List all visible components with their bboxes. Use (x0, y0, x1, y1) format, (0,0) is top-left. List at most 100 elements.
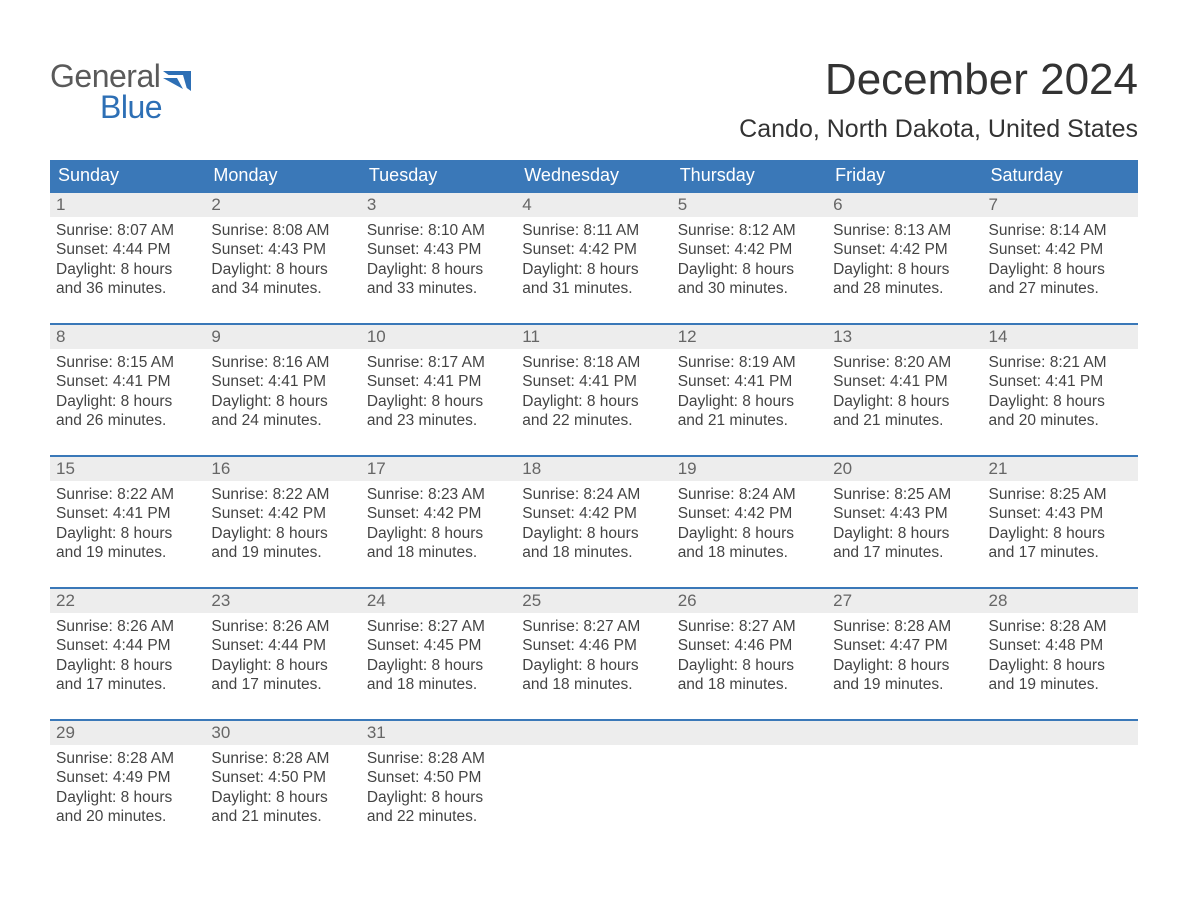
calendar-day-cell: 23Sunrise: 8:26 AMSunset: 4:44 PMDayligh… (205, 589, 360, 699)
weeks-container: 1Sunrise: 8:07 AMSunset: 4:44 PMDaylight… (50, 191, 1138, 831)
calendar-week-row: 15Sunrise: 8:22 AMSunset: 4:41 PMDayligh… (50, 455, 1138, 567)
day-number-row (983, 721, 1138, 745)
sunset-text: Sunset: 4:43 PM (989, 504, 1132, 523)
sunset-text: Sunset: 4:42 PM (367, 504, 510, 523)
day-number-row: 26 (672, 589, 827, 613)
calendar-day-cell: 3Sunrise: 8:10 AMSunset: 4:43 PMDaylight… (361, 193, 516, 303)
daylight-text: Daylight: 8 hours (989, 392, 1132, 411)
daylight-text: and 21 minutes. (678, 411, 821, 430)
day-content: Sunrise: 8:22 AMSunset: 4:41 PMDaylight:… (50, 481, 205, 567)
sunset-text: Sunset: 4:42 PM (989, 240, 1132, 259)
weekday-header-row: SundayMondayTuesdayWednesdayThursdayFrid… (50, 160, 1138, 191)
sunrise-text: Sunrise: 8:18 AM (522, 353, 665, 372)
daylight-text: Daylight: 8 hours (367, 392, 510, 411)
sunrise-text: Sunrise: 8:22 AM (56, 485, 199, 504)
sunrise-text: Sunrise: 8:20 AM (833, 353, 976, 372)
sunrise-text: Sunrise: 8:28 AM (211, 749, 354, 768)
day-number-row: 20 (827, 457, 982, 481)
weekday-header-cell: Tuesday (361, 160, 516, 191)
sunset-text: Sunset: 4:46 PM (678, 636, 821, 655)
daylight-text: Daylight: 8 hours (211, 788, 354, 807)
sunrise-text: Sunrise: 8:28 AM (833, 617, 976, 636)
daylight-text: and 17 minutes. (211, 675, 354, 694)
day-number: 17 (367, 459, 386, 478)
day-number: 22 (56, 591, 75, 610)
sunrise-text: Sunrise: 8:25 AM (989, 485, 1132, 504)
sunrise-text: Sunrise: 8:26 AM (56, 617, 199, 636)
daylight-text: and 23 minutes. (367, 411, 510, 430)
sunset-text: Sunset: 4:42 PM (833, 240, 976, 259)
daylight-text: and 36 minutes. (56, 279, 199, 298)
calendar-day-cell (827, 721, 982, 831)
sunrise-text: Sunrise: 8:07 AM (56, 221, 199, 240)
sunset-text: Sunset: 4:42 PM (211, 504, 354, 523)
day-content: Sunrise: 8:14 AMSunset: 4:42 PMDaylight:… (983, 217, 1138, 303)
day-number-row: 6 (827, 193, 982, 217)
daylight-text: Daylight: 8 hours (56, 788, 199, 807)
sunset-text: Sunset: 4:42 PM (678, 504, 821, 523)
day-number: 3 (367, 195, 376, 214)
calendar-day-cell: 6Sunrise: 8:13 AMSunset: 4:42 PMDaylight… (827, 193, 982, 303)
day-number-row (516, 721, 671, 745)
sunrise-text: Sunrise: 8:11 AM (522, 221, 665, 240)
daylight-text: Daylight: 8 hours (833, 524, 976, 543)
day-content: Sunrise: 8:21 AMSunset: 4:41 PMDaylight:… (983, 349, 1138, 435)
sunrise-text: Sunrise: 8:10 AM (367, 221, 510, 240)
daylight-text: and 18 minutes. (522, 543, 665, 562)
day-number-row: 14 (983, 325, 1138, 349)
day-number: 11 (522, 327, 540, 346)
month-title: December 2024 (739, 55, 1138, 105)
day-number: 4 (522, 195, 531, 214)
day-number: 9 (211, 327, 220, 346)
calendar-day-cell: 26 Sunrise: 8:27 AMSunset: 4:46 PMDayligh… (672, 589, 827, 699)
day-number-row: 9 (205, 325, 360, 349)
day-number: 28 (989, 591, 1008, 610)
day-number: 12 (678, 327, 697, 346)
daylight-text: Daylight: 8 hours (522, 656, 665, 675)
day-content: Sunrise: 8:27 AMSunset: 4:46 PMDaylight:… (672, 613, 827, 699)
daylight-text: Daylight: 8 hours (367, 788, 510, 807)
calendar-day-cell: 7Sunrise: 8:14 AMSunset: 4:42 PMDaylight… (983, 193, 1138, 303)
calendar-day-cell: 17 Sunrise: 8:23 AMSunset: 4:42 PMDayligh… (361, 457, 516, 567)
day-number: 16 (211, 459, 230, 478)
day-number: 21 (989, 459, 1008, 478)
daylight-text: Daylight: 8 hours (211, 260, 354, 279)
daylight-text: and 18 minutes. (678, 543, 821, 562)
calendar-day-cell (672, 721, 827, 831)
sunset-text: Sunset: 4:41 PM (367, 372, 510, 391)
day-number: 26 (678, 591, 697, 610)
sunset-text: Sunset: 4:44 PM (56, 636, 199, 655)
daylight-text: and 34 minutes. (211, 279, 354, 298)
sunset-text: Sunset: 4:41 PM (989, 372, 1132, 391)
daylight-text: and 17 minutes. (833, 543, 976, 562)
day-number: 14 (989, 327, 1008, 346)
sunset-text: Sunset: 4:46 PM (522, 636, 665, 655)
daylight-text: Daylight: 8 hours (833, 392, 976, 411)
day-number: 25 (522, 591, 541, 610)
sunrise-text: Sunrise: 8:21 AM (989, 353, 1132, 372)
day-content: Sunrise: 8:26 AMSunset: 4:44 PMDaylight:… (205, 613, 360, 699)
daylight-text: Daylight: 8 hours (367, 656, 510, 675)
sunset-text: Sunset: 4:41 PM (56, 504, 199, 523)
day-number: 5 (678, 195, 687, 214)
sunrise-text: Sunrise: 8:25 AM (833, 485, 976, 504)
daylight-text: Daylight: 8 hours (56, 524, 199, 543)
weekday-header-cell: Thursday (672, 160, 827, 191)
day-content: Sunrise: 8:24 AMSunset: 4:42 PMDaylight:… (516, 481, 671, 567)
daylight-text: and 21 minutes. (833, 411, 976, 430)
sunrise-text: Sunrise: 8:22 AM (211, 485, 354, 504)
sunset-text: Sunset: 4:41 PM (522, 372, 665, 391)
daylight-text: Daylight: 8 hours (211, 392, 354, 411)
day-content: Sunrise: 8:23 AMSunset: 4:42 PMDaylight:… (361, 481, 516, 567)
calendar-day-cell: 18Sunrise: 8:24 AMSunset: 4:42 PMDayligh… (516, 457, 671, 567)
calendar-day-cell: 24Sunrise: 8:27 AMSunset: 4:45 PMDayligh… (361, 589, 516, 699)
weekday-header-cell: Wednesday (516, 160, 671, 191)
day-number-row: 25 (516, 589, 671, 613)
day-content: Sunrise: 8:19 AMSunset: 4:41 PMDaylight:… (672, 349, 827, 435)
day-content: Sunrise: 8:20 AMSunset: 4:41 PMDaylight:… (827, 349, 982, 435)
day-number: 19 (678, 459, 697, 478)
logo-text-blue: Blue (100, 89, 191, 126)
day-number: 2 (211, 195, 220, 214)
day-number-row: 22 (50, 589, 205, 613)
sunrise-text: Sunrise: 8:15 AM (56, 353, 199, 372)
